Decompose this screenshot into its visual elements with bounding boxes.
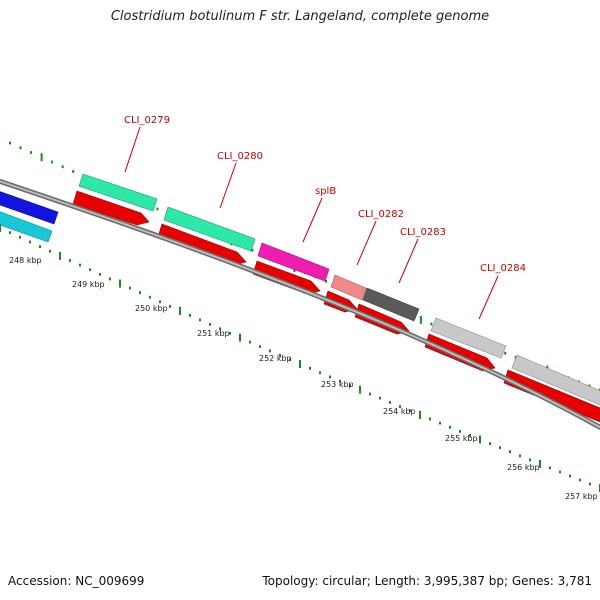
feature-left-cyan[interactable] [0,208,53,243]
callout-line-cli0284 [478,275,499,320]
backbone-highlight [0,180,600,429]
ruler-label: 250 kbp [135,304,168,313]
gene-label-callouts: CLI_0279 CLI_0280 splB CLI_0282 CLI_0283… [124,115,526,320]
inner-ruler: 248 kbp 249 kbp 250 kbp 251 kbp 252 kbp 253 k… [0,224,600,501]
genome-backbone [0,178,600,431]
callout-line-cli0280 [219,162,237,209]
gene-label-cli0283: CLI_0283 [400,227,446,238]
feature-right-gray[interactable] [511,354,600,407]
feature-cli0280[interactable] [163,206,256,252]
callout-line-cli0279 [124,126,141,173]
gene-label-cli0280: CLI_0280 [217,151,263,162]
feature-cli0284[interactable] [430,317,507,359]
accession-text: Accession: NC_009699 [8,574,145,588]
feature-track-upper [0,173,600,407]
feature-cli0279[interactable] [78,173,158,212]
ruler-label: 252 kbp [259,354,292,363]
gene-label-cli0279: CLI_0279 [124,115,170,126]
feature-left-blue[interactable] [0,188,59,225]
ruler-label: 255 kbp [445,434,478,443]
ruler-label: 256 kbp [507,463,540,472]
genome-summary-text: Topology: circular; Length: 3,995,387 bp… [262,574,592,588]
ruler-label: 249 kbp [72,280,105,289]
gene-label-cli0284: CLI_0284 [480,263,526,274]
gene-label-splb: splB [315,186,336,197]
callout-line-cli0283 [398,238,419,284]
feature-cli0283[interactable] [362,287,420,322]
callout-line-cli0282 [356,220,377,266]
ruler-label: 254 kbp [383,407,416,416]
ruler-label: 251 kbp [197,329,230,338]
callout-line-splb [302,197,323,243]
feature-splb[interactable] [257,242,330,282]
ruler-label: 253 kbp [321,380,354,389]
cds-arrow-1[interactable] [72,190,150,226]
ruler-label: 248 kbp [9,256,42,265]
ruler-label: 257 kbp [565,492,598,501]
feature-cli0282[interactable] [330,274,367,301]
map-title: Clostridium botulinum F str. Langeland, … [110,9,490,24]
gene-label-cli0282: CLI_0282 [358,209,404,220]
backbone-line [0,178,600,431]
